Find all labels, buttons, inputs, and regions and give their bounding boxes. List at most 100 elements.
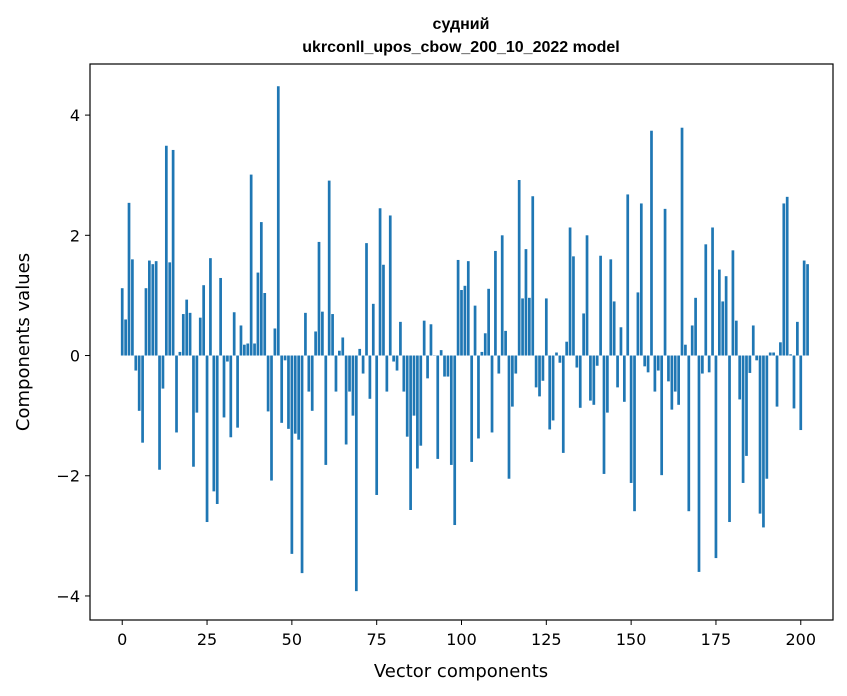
bar [239, 325, 243, 356]
bar [192, 355, 195, 467]
bar [412, 355, 416, 416]
bar [344, 355, 348, 445]
bar [490, 355, 494, 433]
bar [243, 344, 246, 356]
bar [517, 180, 521, 356]
bar [602, 355, 606, 474]
bar [388, 215, 392, 356]
bar [249, 174, 253, 356]
bar [168, 262, 172, 356]
bar [731, 250, 735, 356]
bar [426, 355, 429, 379]
bar [636, 292, 640, 356]
bar [690, 325, 694, 356]
bar [802, 260, 806, 356]
bar [656, 355, 660, 371]
bar [680, 127, 684, 356]
bar [178, 351, 182, 356]
bar [734, 320, 738, 356]
bar [253, 343, 256, 356]
bar [215, 355, 219, 504]
bar [154, 261, 158, 356]
bar [120, 288, 124, 356]
bar [728, 355, 731, 523]
bar [765, 355, 769, 479]
bar [755, 355, 759, 361]
bar [592, 355, 596, 405]
bar [151, 264, 155, 356]
bar [606, 355, 609, 413]
bar [205, 355, 209, 523]
bar [772, 352, 775, 356]
bar [137, 355, 141, 411]
bar [629, 355, 633, 483]
bar [497, 355, 501, 374]
bar [351, 355, 355, 416]
bar [531, 196, 535, 356]
bar [507, 355, 511, 479]
y-tick-label: −4 [56, 587, 80, 606]
bar [456, 259, 460, 356]
bar [775, 355, 779, 407]
bar [575, 355, 579, 368]
bar [280, 355, 284, 423]
x-tick-label: 25 [197, 630, 217, 649]
bar [181, 314, 185, 356]
bar [551, 355, 555, 421]
bar [528, 297, 531, 356]
bar [402, 355, 406, 392]
bar [263, 293, 267, 356]
bar [327, 180, 331, 356]
bar [124, 319, 127, 356]
bar [758, 355, 762, 514]
bar [646, 355, 650, 373]
bar [209, 258, 212, 356]
bar [446, 355, 450, 377]
bar [175, 355, 178, 433]
bar [338, 350, 341, 356]
bar [198, 317, 202, 356]
bar [789, 354, 792, 356]
bar [395, 355, 399, 371]
bar [164, 145, 168, 356]
bar [148, 260, 151, 356]
bar [382, 264, 385, 356]
bar [212, 355, 216, 492]
bar [134, 355, 138, 371]
bar [514, 355, 518, 374]
chart-title-line-1: судний [433, 16, 490, 33]
bar [626, 194, 630, 356]
bar [538, 355, 541, 397]
bar [371, 303, 375, 356]
bar [684, 344, 687, 356]
bar [470, 355, 474, 462]
bar [477, 355, 480, 439]
bar [741, 355, 745, 483]
bar [511, 355, 514, 407]
y-tick-label: 4 [70, 106, 80, 125]
bar [660, 355, 664, 476]
bar [599, 255, 602, 356]
bar [609, 259, 613, 356]
bar [762, 355, 765, 528]
x-tick-label: 0 [117, 630, 127, 649]
bar [229, 355, 233, 438]
bar-series [120, 86, 809, 592]
bar [806, 264, 809, 356]
bar [473, 305, 477, 356]
bar [796, 321, 799, 356]
x-tick-label: 175 [701, 630, 732, 649]
bar [232, 312, 236, 356]
bar [161, 355, 165, 389]
bar [673, 355, 677, 392]
bar [544, 298, 548, 356]
bar [687, 355, 691, 512]
bar [643, 355, 647, 367]
bar [365, 243, 368, 356]
bar [246, 343, 250, 356]
bar [399, 321, 402, 356]
bar [131, 259, 134, 356]
bar [300, 355, 304, 574]
y-tick-label: −2 [56, 467, 80, 486]
